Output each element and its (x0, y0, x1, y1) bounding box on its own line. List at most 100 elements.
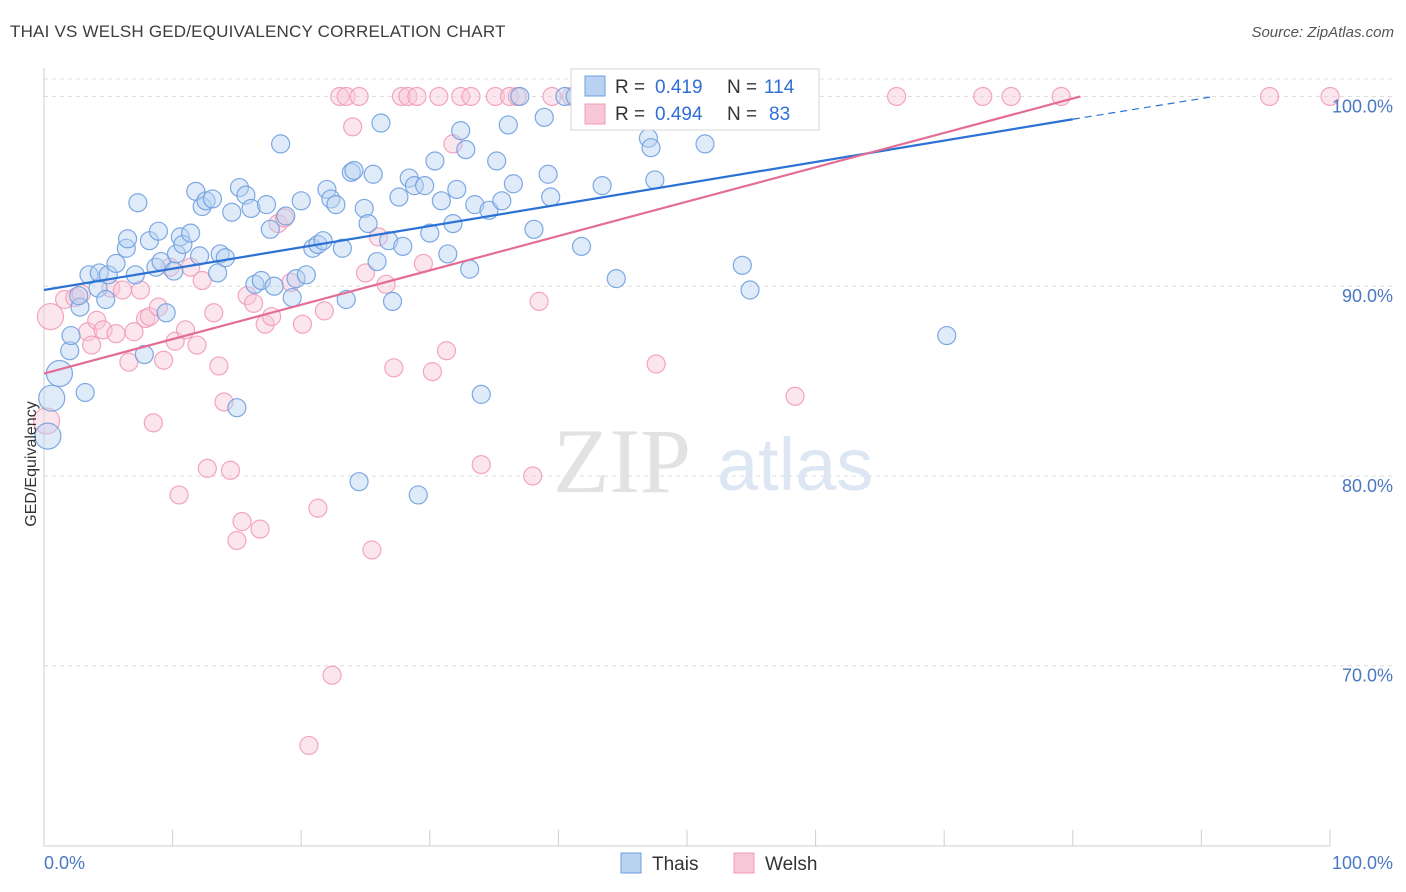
thai-point (164, 261, 184, 281)
welsh-point (36, 302, 65, 331)
legend-n-value-welsh: 83 (769, 104, 790, 125)
legend-box: R = 0.419 N = 114 R = 0.494 N = 83 (570, 68, 820, 131)
thai-point (367, 251, 387, 272)
thai-point (645, 170, 665, 190)
welsh-point (209, 356, 229, 376)
thai-point (156, 303, 176, 323)
thai-point (420, 223, 440, 243)
thai-point (208, 263, 228, 283)
thai-point (524, 219, 544, 239)
welsh-point (887, 86, 907, 107)
welsh-trend-line (43, 95, 1081, 375)
welsh-point (119, 352, 139, 372)
thai-point (487, 151, 507, 171)
thai-point (256, 195, 277, 215)
bottom-legend-label-thais: Thais (652, 854, 698, 875)
welsh-point (308, 498, 328, 518)
thai-point (202, 189, 223, 209)
welsh-point (330, 86, 350, 107)
thai-point (371, 113, 391, 133)
thai-point (456, 139, 476, 160)
thai-point (447, 179, 467, 200)
thai-point (34, 422, 62, 450)
welsh-point (130, 280, 151, 300)
thai-point (332, 238, 352, 258)
welsh-point (153, 350, 174, 370)
thai-point (296, 265, 316, 285)
legend-n-label-thais: N = (727, 77, 757, 98)
welsh-point (461, 86, 481, 107)
welsh-point (32, 407, 61, 435)
thai-point (148, 221, 169, 241)
thai-point (227, 398, 247, 418)
thai-point (96, 289, 116, 310)
legend-r-value-thais: 0.419 (655, 77, 703, 98)
welsh-point (391, 86, 412, 107)
welsh-point (973, 86, 993, 107)
welsh-point (1320, 86, 1340, 107)
welsh-point (106, 324, 126, 344)
trend-lines (43, 95, 1215, 375)
thai-points (34, 86, 957, 505)
chart-title: THAI VS WELSH GED/EQUIVALENCY CORRELATIO… (10, 22, 506, 41)
thai-point (393, 236, 413, 256)
thai-point (503, 174, 523, 194)
watermark-zip: ZIP (553, 410, 691, 512)
y-tick-label-80: 80.0% (1342, 476, 1393, 496)
thai-point (282, 288, 302, 308)
thai-point (344, 160, 364, 181)
welsh-point (187, 335, 207, 355)
y-tick-label-100: 100.0% (1332, 96, 1393, 116)
thai-point (134, 344, 154, 365)
thai-point (229, 177, 250, 198)
welsh-point (422, 362, 442, 382)
thai-point (128, 193, 148, 213)
thai-point (498, 115, 518, 135)
welsh-point (646, 354, 666, 374)
thai-point (38, 384, 66, 412)
legend-r-label-welsh: R = (615, 104, 645, 125)
bottom-legend-swatch-thais (620, 852, 642, 874)
y-tick-label-90: 90.0% (1342, 286, 1393, 306)
thai-point (291, 191, 311, 211)
welsh-point (436, 341, 457, 361)
thai-point (538, 164, 558, 184)
thai-point (606, 269, 626, 289)
welsh-point (124, 322, 144, 342)
welsh-point (314, 301, 334, 321)
legend-swatch-welsh (584, 103, 606, 125)
welsh-point (523, 466, 543, 486)
welsh-point (299, 735, 319, 756)
welsh-point (343, 117, 363, 137)
thai-trend-line (43, 118, 1073, 292)
legend-frame (570, 68, 820, 131)
welsh-point (204, 303, 224, 323)
welsh-point (244, 293, 264, 313)
watermark-atlas: atlas (717, 423, 873, 506)
thai-point (321, 189, 341, 209)
legend-n-value-thais: 114 (764, 77, 795, 98)
source-label: Source: ZipAtlas.com (1251, 24, 1394, 41)
x-tick-label-min: 0.0% (44, 853, 85, 873)
thai-point (60, 341, 80, 361)
thai-point (740, 280, 760, 300)
thai-point (363, 164, 383, 184)
welsh-point (407, 86, 427, 107)
thai-point (451, 121, 471, 141)
welsh-point (169, 485, 189, 505)
grid-lines (44, 78, 1392, 667)
bottom-legend-swatch-welsh (733, 852, 755, 874)
thai-trend-extension (1072, 95, 1215, 120)
thai-point (541, 187, 561, 207)
thai-point (88, 278, 108, 298)
thai-point (75, 382, 95, 403)
welsh-point (237, 286, 257, 306)
welsh-point (81, 335, 102, 355)
welsh-point (499, 86, 520, 107)
welsh-point (322, 665, 342, 685)
welsh-point (349, 86, 369, 107)
thai-point (425, 151, 445, 171)
thai-point (286, 269, 306, 289)
thai-point (408, 485, 428, 505)
